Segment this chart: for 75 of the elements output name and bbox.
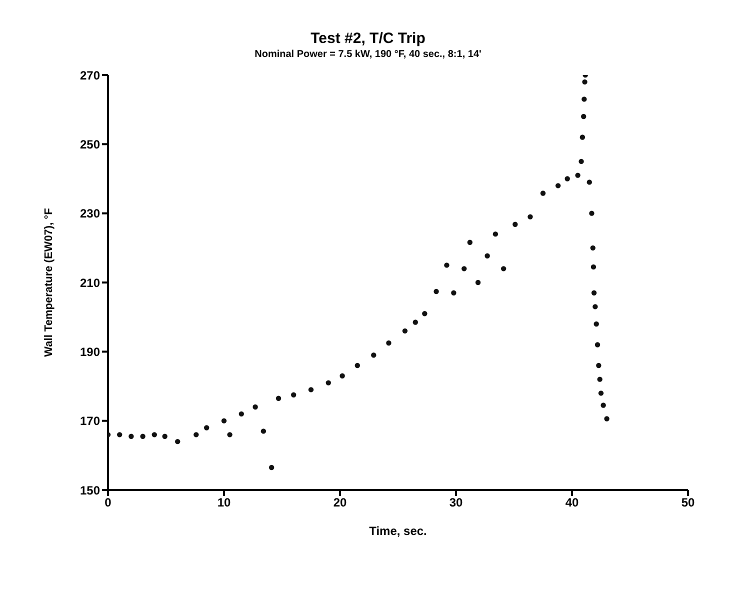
point: [444, 262, 450, 268]
x-tick-label: 50: [681, 496, 695, 510]
chart-subtitle: Nominal Power = 7.5 kW, 190 °F, 40 sec., 8:1, 14': [254, 49, 482, 60]
point: [586, 180, 592, 185]
point: [540, 190, 546, 196]
point: [500, 266, 506, 272]
point: [402, 328, 408, 334]
y-tick-label: 230: [80, 206, 100, 221]
point: [422, 311, 428, 316]
chart-title: Test #2, T/C Trip: [310, 30, 426, 47]
point: [326, 380, 331, 386]
point: [564, 176, 570, 182]
point: [291, 392, 296, 398]
point: [484, 253, 490, 258]
point: [386, 340, 392, 346]
point: [340, 373, 345, 378]
point: [604, 416, 610, 422]
point: [227, 432, 232, 438]
point: [582, 96, 587, 102]
point: [581, 114, 586, 120]
x-tick-label: 20: [333, 496, 347, 510]
point: [462, 266, 467, 272]
point: [221, 418, 227, 424]
point: [580, 134, 586, 140]
y-tick-label: 210: [80, 276, 100, 290]
point: [597, 376, 602, 382]
point: [475, 280, 481, 286]
point: [140, 434, 146, 439]
y-axis-title: Wall Temperature (EW07), °F: [42, 208, 55, 357]
point: [594, 321, 599, 327]
y-tick-label: 170: [80, 414, 100, 428]
point: [590, 264, 596, 270]
point: [175, 438, 180, 444]
point: [592, 304, 598, 310]
point: [492, 231, 498, 237]
point: [600, 402, 606, 408]
point: [152, 432, 157, 438]
point: [308, 387, 314, 392]
x-tick-label: 30: [449, 496, 463, 510]
y-tick-label: 150: [80, 483, 100, 498]
point: [371, 352, 376, 358]
point: [194, 432, 199, 438]
point: [582, 79, 588, 85]
point: [590, 245, 596, 251]
point: [528, 214, 533, 220]
point: [412, 320, 418, 325]
point: [260, 428, 266, 434]
point: [268, 464, 274, 470]
point: [555, 183, 561, 188]
y-tick-label: 190: [80, 344, 100, 359]
point: [434, 288, 439, 294]
point: [467, 240, 473, 245]
point: [354, 362, 360, 368]
point: [575, 172, 580, 178]
x-tick-label: 10: [217, 496, 231, 510]
point: [117, 432, 122, 438]
x-tick-label: 40: [565, 496, 579, 510]
point: [276, 396, 282, 401]
point: [589, 210, 594, 216]
point: [252, 404, 258, 410]
point: [512, 222, 518, 227]
point: [591, 290, 597, 296]
point: [238, 411, 244, 417]
point: [594, 342, 600, 348]
y-tick-label: 270: [80, 68, 100, 82]
point: [596, 362, 602, 368]
x-axis-title: Time, sec.: [369, 524, 427, 538]
point: [128, 434, 134, 439]
point: [204, 425, 210, 430]
point: [578, 158, 584, 164]
point: [162, 434, 168, 439]
point: [598, 390, 604, 396]
x-tick-label: 0: [104, 496, 112, 510]
y-tick-label: 250: [80, 137, 100, 152]
point: [451, 290, 456, 296]
